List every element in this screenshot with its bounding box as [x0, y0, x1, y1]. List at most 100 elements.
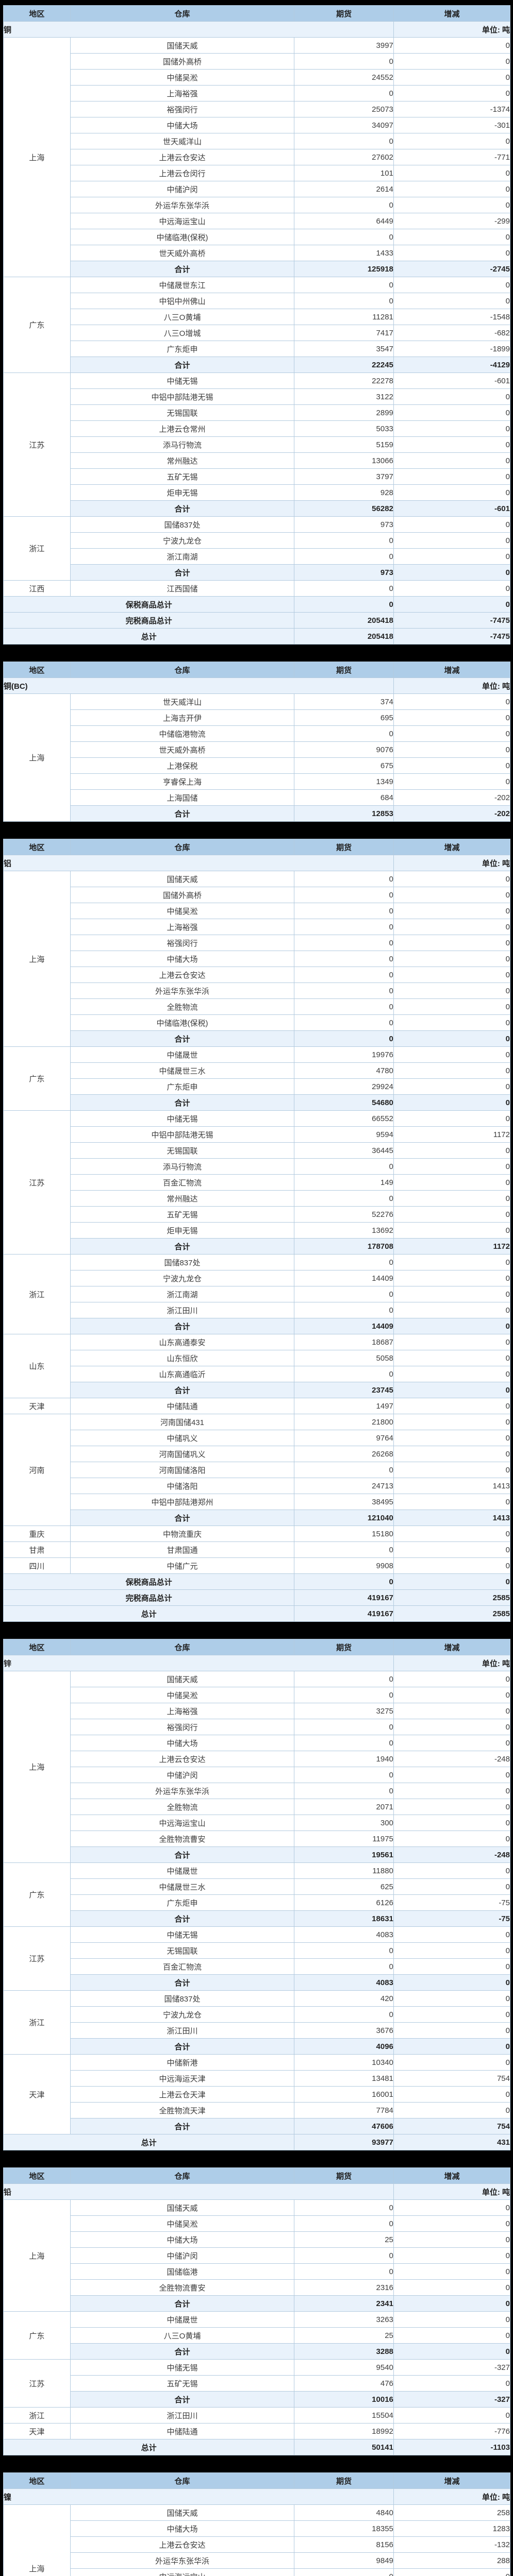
column-header: 地区	[3, 2472, 71, 2489]
warehouse-cell: 国储天威	[70, 2504, 295, 2521]
futures-value: 0	[294, 725, 394, 742]
change-value: 0	[393, 388, 511, 405]
warehouse-cell: 炬申无锡	[70, 484, 295, 501]
data-row: 浙江 浙江田川 15504 0	[3, 2407, 511, 2424]
grand-total-change-value: 0	[393, 1573, 511, 1590]
warehouse-cell: 浙江南湖	[70, 1286, 295, 1302]
warehouse-cell: 中储临港(保税)	[70, 229, 295, 245]
commodity-label: 锌	[3, 1655, 394, 1671]
change-value: 0	[393, 37, 511, 54]
warehouse-cell: 上港云仓天津	[70, 2086, 295, 2103]
warehouse-cell: 中储新港	[70, 2054, 295, 2071]
futures-value: 0	[294, 532, 394, 549]
data-row: 全胜物流 0 0	[4, 998, 511, 1015]
subtotal-futures-value: 54680	[294, 1094, 394, 1111]
warehouse-cell: 中铝中部陆港郑州	[70, 1494, 295, 1510]
commodity-label: 铅	[3, 2183, 394, 2200]
column-header: 地区	[3, 5, 71, 22]
subtotal-row: 合计 178708 1172	[4, 1238, 511, 1255]
futures-value: 24713	[294, 1478, 394, 1494]
change-value: 0	[393, 1703, 511, 1719]
data-row: 八三O黄埔 25 0	[4, 2327, 511, 2344]
data-row: 中储大场 25 0	[4, 2231, 511, 2248]
data-row: 中储沪闵 0 0	[4, 1767, 511, 1783]
warehouse-cell: 浙江田川	[70, 2407, 295, 2424]
change-value: 0	[393, 998, 511, 1015]
change-value: 0	[393, 1494, 511, 1510]
futures-value: 0	[294, 133, 394, 149]
data-row: 世天威洋山 0 0	[4, 133, 511, 149]
subtotal-label: 合计	[70, 500, 295, 517]
change-value: -327	[393, 2359, 511, 2376]
futures-value: 0	[294, 2199, 394, 2216]
data-row: 裕强闵行 0 0	[4, 1719, 511, 1735]
futures-value: 2316	[294, 2279, 394, 2296]
change-value: -202	[393, 789, 511, 806]
grand-total-label: 总计	[3, 2439, 295, 2455]
data-row: 天津 中储新港 10340 0	[3, 2054, 511, 2134]
subtotal-change-value: 0	[393, 2038, 511, 2055]
subtotal-futures-value: 973	[294, 564, 394, 581]
warehouse-cell: 中储临港物流	[70, 725, 295, 742]
subtotal-label: 合计	[70, 1846, 295, 1863]
data-row: 上海 国储天威 0 0	[3, 2199, 511, 2312]
unit-label: 单位: 吨	[393, 2183, 511, 2200]
data-row: 上海 国储天威 0 0	[3, 871, 511, 1047]
futures-value: 3547	[294, 341, 394, 357]
change-value: 0	[393, 1142, 511, 1159]
change-value: 0	[393, 1158, 511, 1175]
grand-total-label: 完税商品总计	[3, 1589, 295, 1606]
subtotal-futures-value: 12853	[294, 805, 394, 822]
futures-value: 66552	[294, 1110, 394, 1127]
change-value: 0	[393, 2102, 511, 2119]
region-cell: 天津	[3, 1398, 71, 1414]
data-row: 浙江南湖 0 0	[4, 1286, 511, 1302]
data-row: 五矿无锡 52276 0	[4, 1206, 511, 1223]
data-row: 外运华东张华浜 9849 288	[4, 2552, 511, 2569]
warehouse-cell: 中储沪闵	[70, 1767, 295, 1783]
unit-row: 铜(BC) 单位: 吨	[3, 677, 511, 694]
warehouse-cell: 国储临港	[70, 2263, 295, 2280]
warehouse-cell: 中储沪闵	[70, 181, 295, 197]
subtotal-row: 合计 54680 0	[4, 1094, 511, 1111]
data-row: 世天威外高桥 9076 0	[4, 741, 511, 758]
data-row: 中储晟世三水 625 0	[4, 1878, 511, 1895]
warehouse-cell: 广东炬申	[70, 1078, 295, 1095]
subtotal-label: 合计	[70, 1974, 295, 1991]
futures-value: 18992	[294, 2423, 394, 2439]
grand-total-row: 保税商品总计 0 0	[3, 596, 511, 613]
change-value: 1283	[393, 2520, 511, 2537]
subtotal-row: 合计 2341 0	[4, 2295, 511, 2312]
futures-value: 6126	[294, 1894, 394, 1911]
futures-value: 5033	[294, 420, 394, 437]
change-value: 0	[393, 2263, 511, 2280]
column-header: 期货	[294, 662, 394, 678]
data-row: 四川 中储广元 9908 0	[3, 1557, 511, 1574]
warehouse-cell: 中储陆通	[70, 2423, 295, 2439]
column-header: 地区	[3, 839, 71, 855]
futures-value: 15180	[294, 1526, 394, 1542]
subtotal-row: 合计 10016 -327	[4, 2391, 511, 2408]
warehouse-cell: 外运华东张华浜	[70, 197, 295, 213]
futures-value: 5159	[294, 436, 394, 453]
subtotal-label: 合计	[70, 1910, 295, 1927]
data-row: 全胜物流曹安 11975 0	[4, 1831, 511, 1847]
data-row: 无锡国联 36445 0	[4, 1142, 511, 1159]
data-row: 浙江 国储837处 973 0	[3, 516, 511, 581]
data-row: 重庆 中物流重庆 15180 0	[3, 1526, 511, 1542]
subtotal-change-value: 1172	[393, 1238, 511, 1255]
data-row: 宁波九龙仓 14409 0	[4, 1270, 511, 1286]
change-value: 0	[393, 1958, 511, 1975]
change-value: 0	[393, 1430, 511, 1446]
data-row: 全胜物流 2071 0	[4, 1799, 511, 1815]
warehouse-cell: 中储大场	[70, 951, 295, 967]
unit-row: 锌单位: 吨	[3, 1655, 511, 1671]
data-row: 上海 国储天威 3997 0	[3, 37, 511, 277]
futures-value: 25	[294, 2231, 394, 2248]
data-row: 浙江南湖 0 0	[4, 548, 511, 565]
change-value: 0	[393, 2022, 511, 2039]
data-row: 国储外高桥 0 0	[4, 53, 511, 70]
warehouse-cell: 广东炬申	[70, 1894, 295, 1911]
grand-total-row: 总计 419167 2585	[3, 1605, 511, 1622]
futures-value: 928	[294, 484, 394, 501]
